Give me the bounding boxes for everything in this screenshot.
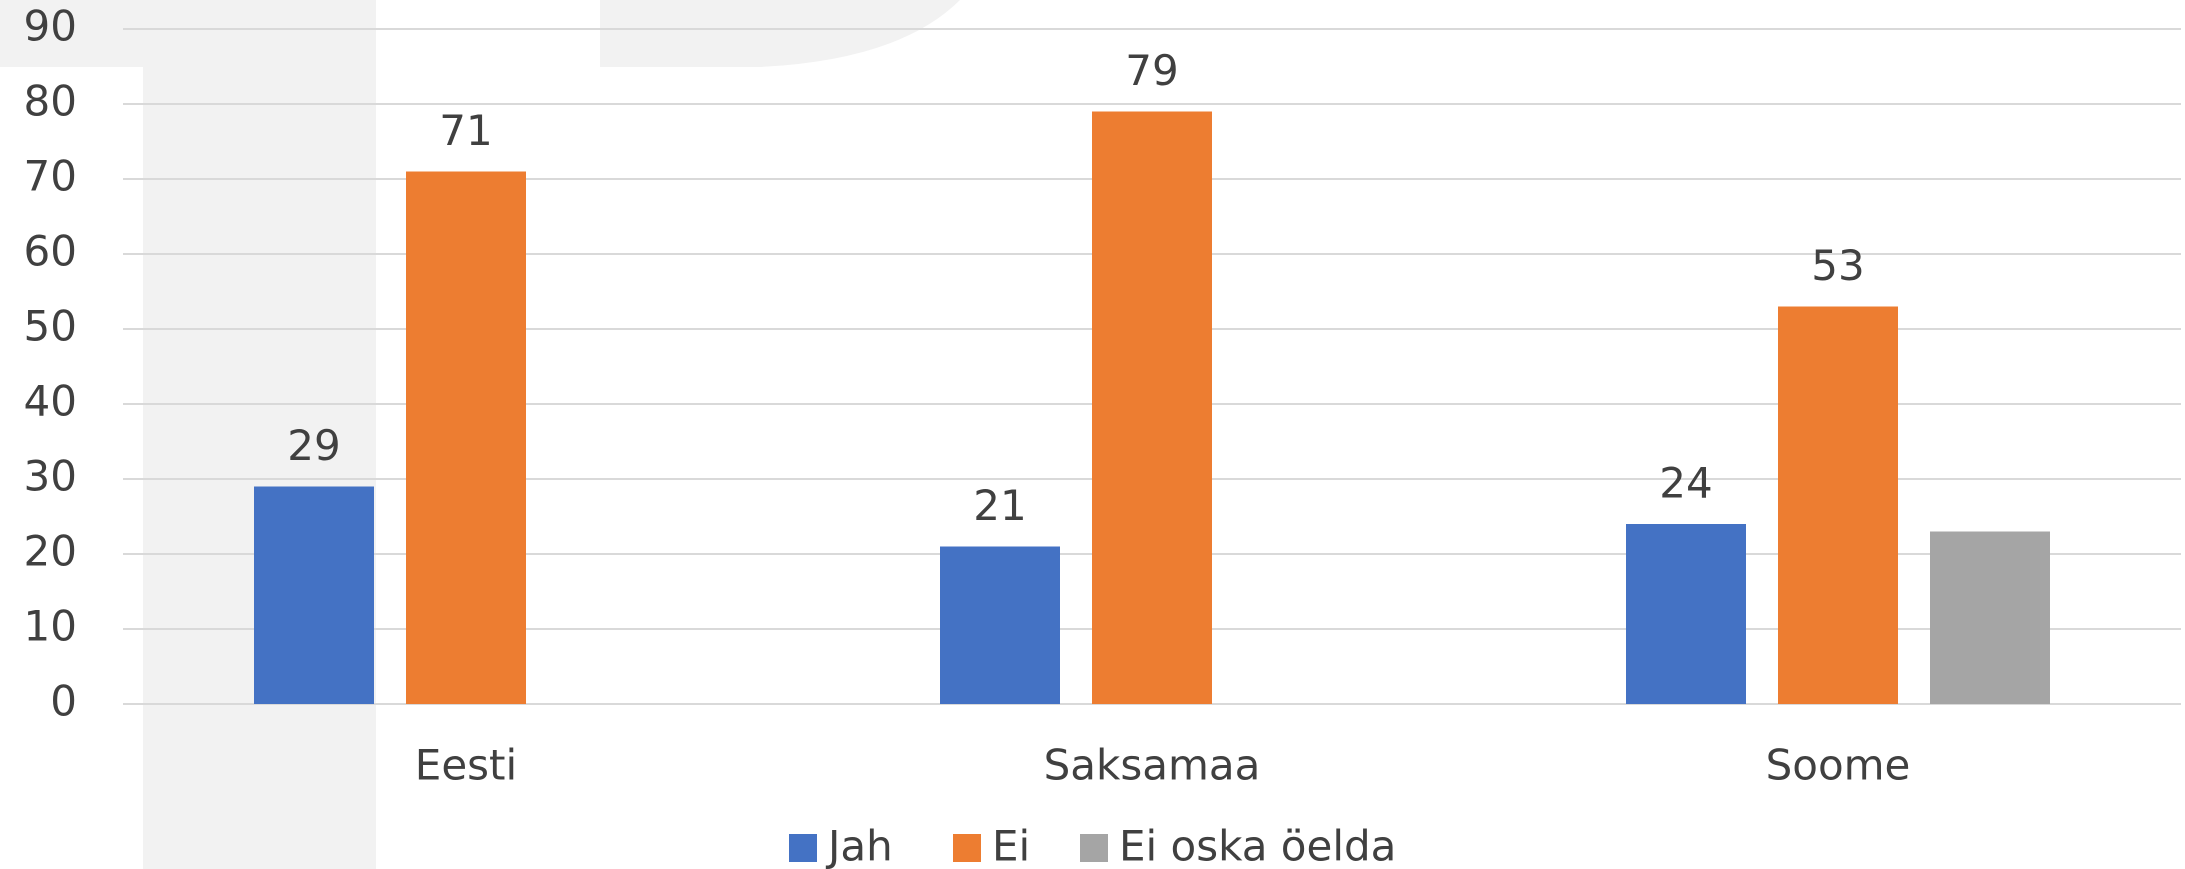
data-label: 79 (1125, 46, 1178, 95)
y-tick-label: 40 (24, 377, 77, 426)
watermark-shape (143, 67, 376, 869)
bar (406, 171, 526, 704)
legend-label: Ei (992, 822, 1030, 869)
y-tick-label: 0 (50, 677, 77, 726)
watermark-shape (600, 0, 960, 67)
legend-swatch (953, 834, 981, 862)
y-tick-label: 90 (24, 2, 77, 51)
bar (940, 546, 1060, 704)
data-label: 24 (1659, 459, 1712, 508)
bar (1626, 524, 1746, 704)
y-tick-label: 80 (24, 77, 77, 126)
bar (1778, 306, 1898, 704)
y-tick-label: 50 (24, 302, 77, 351)
x-tick-label: Eesti (415, 741, 517, 790)
y-tick-label: 30 (24, 452, 77, 501)
x-tick-label: Soome (1766, 741, 1911, 790)
legend-swatch (789, 834, 817, 862)
data-label: 71 (439, 106, 492, 155)
y-tick-label: 60 (24, 227, 77, 276)
data-label: 53 (1811, 241, 1864, 290)
bar (1930, 531, 2050, 704)
legend-label: Ei oska öelda (1119, 822, 1396, 869)
data-label: 29 (287, 421, 340, 470)
y-tick-label: 20 (24, 527, 77, 576)
bar (1092, 111, 1212, 704)
watermark-shape (0, 0, 376, 67)
bar (254, 486, 374, 704)
x-tick-label: Saksamaa (1044, 741, 1261, 790)
legend-label: Jah (825, 822, 893, 869)
watermark (0, 0, 960, 869)
y-tick-label: 70 (24, 152, 77, 201)
data-label: 21 (973, 481, 1026, 530)
legend-swatch (1080, 834, 1108, 862)
y-tick-label: 10 (24, 602, 77, 651)
